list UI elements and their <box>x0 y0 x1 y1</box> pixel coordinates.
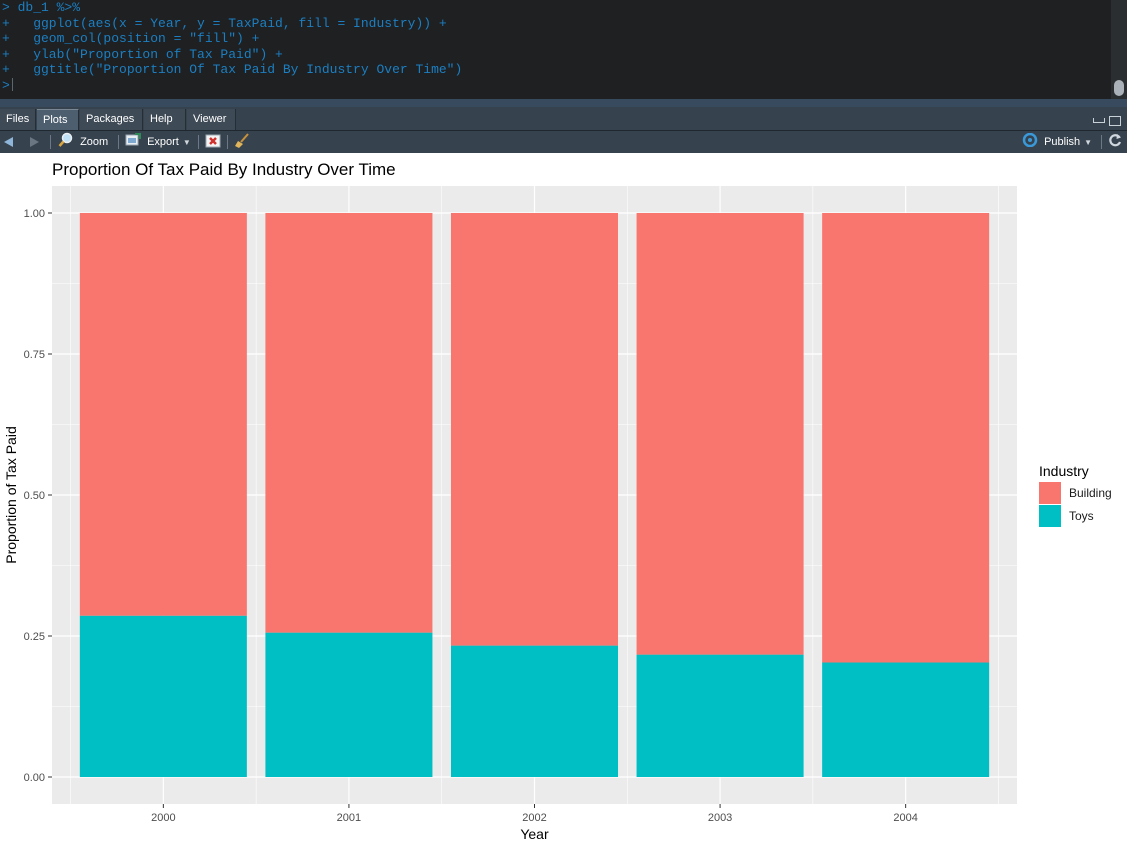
bar-building-2003 <box>636 213 804 655</box>
pane-tab-bar: Files Plots Packages Help Viewer <box>0 107 1127 131</box>
console-cursor[interactable] <box>11 77 13 91</box>
console-line: + geom_col(position = "fill") + <box>2 31 260 46</box>
x-tick-label: 2004 <box>893 812 917 824</box>
chevron-down-icon: ▼ <box>1084 138 1093 147</box>
y-tick-label: 0.25 <box>24 631 45 643</box>
broom-icon <box>235 133 249 148</box>
pane-splitter[interactable] <box>0 99 1127 107</box>
console-pane[interactable]: > db_1 %>% + ggplot(aes(x = Year, y = Tax… <box>0 0 1127 99</box>
tab-plots[interactable]: Plots <box>37 109 79 130</box>
console-line: > db_1 %>% <box>2 0 81 15</box>
export-icon <box>125 133 141 146</box>
export-button[interactable]: Export ▼ <box>125 131 191 153</box>
bar-building-2002 <box>450 213 619 646</box>
bar-toys-2003 <box>636 654 804 777</box>
tab-packages[interactable]: Packages <box>80 109 143 130</box>
legend-swatch-toys <box>1039 505 1061 527</box>
legend-item-toys: Toys <box>1039 505 1124 528</box>
y-axis-title: Proportion of Tax Paid <box>3 426 19 564</box>
console-scrollbar-thumb[interactable] <box>1114 80 1124 96</box>
zoom-label: Zoom <box>80 136 109 148</box>
bar-toys-2001 <box>265 632 433 777</box>
publish-label: Publish <box>1044 136 1081 148</box>
plot-viewer: Proportion Of Tax Paid By Industry Over … <box>0 153 1127 850</box>
legend-swatch-building <box>1039 482 1061 504</box>
clear-plots-button[interactable] <box>234 131 250 153</box>
x-tick-label: 2001 <box>337 812 361 824</box>
refresh-button[interactable] <box>1108 131 1122 153</box>
console-line: + ggtitle("Proportion Of Tax Paid By Ind… <box>2 62 463 77</box>
console-scrollbar[interactable] <box>1111 0 1127 99</box>
x-tick-label: 2000 <box>151 812 175 824</box>
publish-icon <box>1022 132 1038 148</box>
maximize-icon[interactable] <box>1109 116 1121 126</box>
console-output: > db_1 %>% + ggplot(aes(x = Year, y = Tax… <box>2 0 1102 93</box>
chart-title: Proportion Of Tax Paid By Industry Over … <box>52 160 396 179</box>
y-tick-label: 0.00 <box>24 772 45 784</box>
x-tick-label: 2002 <box>522 812 546 824</box>
tab-files[interactable]: Files <box>0 109 36 130</box>
bar-building-2000 <box>79 213 247 616</box>
legend-label-building: Building <box>1069 486 1112 500</box>
legend-item-building: Building <box>1039 482 1124 505</box>
window-controls <box>1089 113 1121 131</box>
x-tick-label: 2003 <box>708 812 732 824</box>
legend-label-toys: Toys <box>1069 509 1094 523</box>
zoom-button[interactable]: Zoom <box>58 131 108 153</box>
y-tick-label: 0.75 <box>24 349 45 361</box>
plots-toolbar: Zoom Export ▼ Publish ▼ <box>0 131 1127 154</box>
tab-viewer[interactable]: Viewer <box>187 109 236 130</box>
bar-toys-2002 <box>450 645 619 777</box>
bar-building-2001 <box>265 213 433 633</box>
export-label: Export <box>147 136 179 148</box>
y-tick-label: 0.50 <box>24 490 45 502</box>
console-line: + ggplot(aes(x = Year, y = TaxPaid, fill… <box>2 15 447 31</box>
bar-chart: Proportion Of Tax Paid By Industry Over … <box>3 160 1017 842</box>
minimize-icon[interactable] <box>1093 118 1105 123</box>
bar-toys-2000 <box>79 615 247 777</box>
legend: Industry Building Toys <box>1039 462 1124 528</box>
bar-building-2004 <box>822 213 990 663</box>
chevron-down-icon: ▼ <box>182 138 191 147</box>
remove-plot-button[interactable] <box>205 131 221 153</box>
arrow-left-icon[interactable] <box>4 137 13 147</box>
refresh-icon <box>1109 134 1122 147</box>
console-line: > <box>2 77 1102 94</box>
x-axis-title: Year <box>520 826 549 842</box>
console-line: + ylab("Proportion of Tax Paid") + <box>2 46 283 62</box>
legend-title: Industry <box>1039 463 1089 479</box>
bar-toys-2004 <box>822 662 990 777</box>
magnifier-icon <box>58 132 73 147</box>
remove-plot-icon <box>205 134 221 148</box>
arrow-right-icon[interactable] <box>30 137 39 147</box>
publish-button[interactable]: Publish ▼ <box>1022 131 1092 153</box>
tab-help[interactable]: Help <box>144 109 186 130</box>
y-tick-label: 1.00 <box>24 208 45 220</box>
